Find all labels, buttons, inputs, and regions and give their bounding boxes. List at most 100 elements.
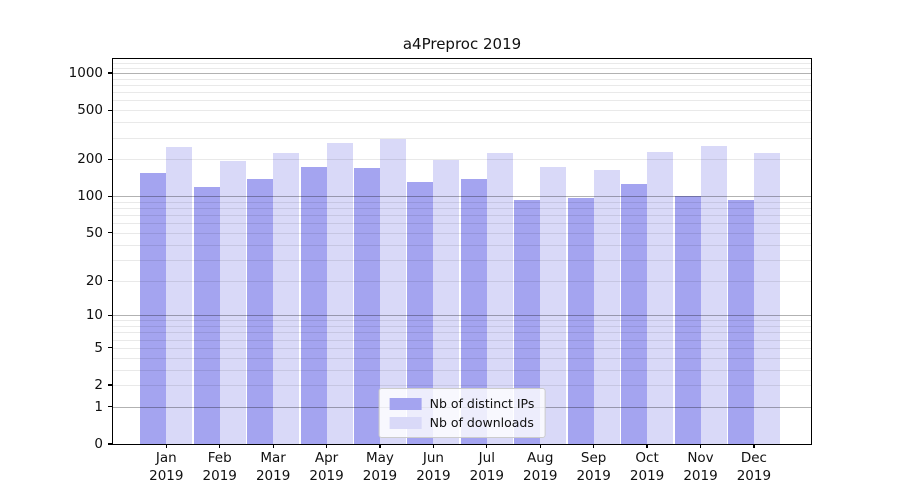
gridline-minor (113, 259, 811, 261)
y-tick-mark (108, 384, 113, 386)
gridline-minor (113, 357, 811, 359)
legend-item-distinct-ips: Nb of distinct IPs (389, 394, 535, 413)
x-tick-mark (699, 444, 702, 448)
gridline-minor (113, 326, 811, 328)
x-tick-label: Jul 2019 (469, 450, 504, 484)
x-tick-mark (539, 444, 541, 448)
y-tick-mark (108, 406, 113, 408)
bar-downloads-apr (326, 142, 353, 444)
legend: Nb of distinct IPs Nb of downloads (378, 388, 546, 438)
bar-downloads-nov (700, 145, 727, 444)
bar-distinct-ips-jan (140, 172, 167, 444)
x-tick-mark (486, 444, 488, 448)
gridline-minor (113, 208, 811, 210)
gridline-minor (113, 201, 811, 203)
x-tick-mark (325, 444, 328, 448)
x-tick-label: Oct 2019 (629, 450, 665, 484)
bar-distinct-ips-feb (193, 186, 220, 444)
x-tick-label: Jun 2019 (416, 450, 451, 484)
axis-layer: 1000 500 200 100 50 20 10 5 2 1 0 Jan 2019 Feb 2019… (69, 58, 812, 484)
gridline-minor (113, 347, 811, 349)
gridline-minor (113, 244, 811, 246)
y-tick-mark (108, 158, 113, 160)
bar-distinct-ips-sep (567, 197, 594, 444)
gridline-major (113, 73, 811, 75)
gridline-minor (113, 339, 811, 341)
y-tick-mark (108, 72, 113, 74)
chart-title: a4Preproc 2019 (402, 35, 522, 53)
x-tick-mark (379, 444, 381, 448)
gridline-minor (113, 385, 811, 387)
y-tick-label: 200 (77, 151, 103, 168)
y-tick-label: 1 (94, 398, 103, 415)
gridline-minor (113, 320, 811, 322)
x-tick-label: Apr 2019 (309, 450, 344, 484)
x-tick-label: Dec 2019 (736, 450, 772, 484)
x-tick-mark (219, 444, 221, 448)
gridline-minor (113, 67, 811, 69)
bar-downloads-mar (273, 153, 300, 444)
x-tick-label: Aug 2019 (523, 450, 558, 484)
x-tick-mark (646, 444, 648, 448)
y-tick-label: 0 (94, 436, 103, 452)
x-tick-label: Jan 2019 (149, 450, 184, 484)
bar-distinct-ips-oct (621, 184, 648, 444)
y-tick-label: 500 (77, 102, 103, 119)
x-tick-label: Mar 2019 (255, 450, 291, 484)
gridline-minor (113, 280, 811, 282)
legend-label-downloads: Nb of downloads (429, 415, 534, 430)
gridline-minor (113, 92, 811, 94)
bar-downloads-oct (647, 152, 674, 444)
y-tick-label: 5 (94, 339, 103, 356)
x-tick-mark (753, 444, 755, 448)
gridline-minor (113, 137, 811, 139)
gridline-minor (113, 159, 811, 161)
y-tick-mark (108, 232, 113, 234)
bar-distinct-ips-dec (727, 200, 754, 444)
y-tick-mark (108, 314, 113, 316)
y-tick-mark (108, 109, 113, 111)
gridline-minor (113, 110, 811, 112)
plot-border (112, 58, 812, 445)
bar-distinct-ips-nov (674, 195, 701, 444)
bar-downloads-sep (593, 169, 620, 444)
bar-downloads-feb (219, 160, 246, 444)
gridline-minor (113, 100, 811, 102)
x-tick-label: Feb 2019 (202, 450, 237, 484)
bar-distinct-ips-may (353, 167, 380, 444)
gridline-minor (113, 63, 811, 65)
x-tick-label: Nov 2019 (683, 450, 718, 484)
gridline-minor (113, 78, 811, 80)
y-tick-mark (108, 279, 113, 282)
bar-distinct-ips-apr (300, 167, 327, 444)
x-tick-label: May 2019 (362, 450, 398, 484)
y-tick-mark (108, 347, 113, 349)
gridline-major (113, 315, 811, 317)
gridline-minor (113, 122, 811, 124)
gridline-major (113, 196, 811, 198)
bar-distinct-ips-mar (247, 179, 274, 444)
gridline-minor (113, 215, 811, 217)
y-tick-label: 10 (85, 307, 103, 324)
y-tick-label: 2 (94, 377, 103, 394)
x-tick-mark (165, 444, 167, 448)
y-tick-label: 20 (85, 272, 103, 289)
legend-item-downloads: Nb of downloads (389, 413, 535, 432)
y-tick-label: 1000 (68, 65, 103, 82)
bar-downloads-jan (166, 147, 193, 444)
x-tick-mark (432, 444, 434, 448)
x-tick-mark (272, 444, 274, 448)
gridline-minor (113, 85, 811, 87)
y-tick-mark (108, 443, 113, 445)
y-tick-label: 50 (85, 224, 103, 241)
x-tick-mark (593, 444, 595, 448)
gridline-minor (113, 332, 811, 334)
gridline-minor (113, 223, 811, 225)
gridline-minor (113, 369, 811, 371)
y-tick-label: 100 (77, 188, 103, 205)
legend-label-distinct-ips: Nb of distinct IPs (429, 396, 535, 411)
legend-swatch-downloads (389, 416, 422, 429)
legend-swatch-distinct-ips (389, 397, 422, 410)
bar-downloads-dec (753, 153, 780, 444)
